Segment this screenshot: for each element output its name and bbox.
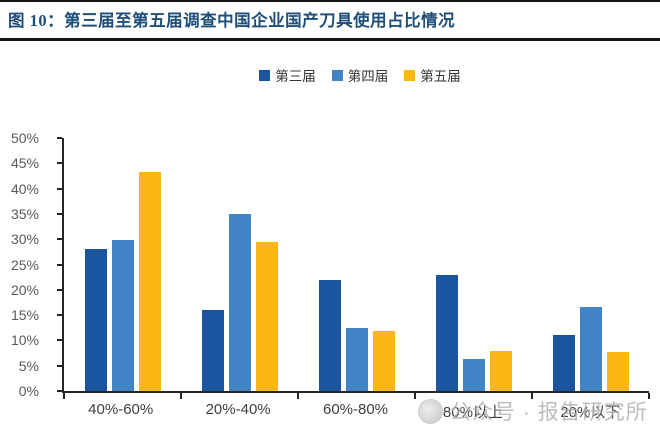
bar	[255, 241, 278, 391]
y-axis-tick	[57, 137, 62, 139]
bar	[489, 350, 512, 391]
top-divider	[0, 0, 660, 2]
bar	[372, 331, 395, 391]
x-axis-tick	[297, 393, 299, 399]
y-axis-label: 40%	[10, 180, 39, 197]
y-axis-tick	[57, 314, 62, 317]
bar	[345, 327, 368, 391]
bar	[201, 310, 224, 391]
legend-label: 第三届	[275, 69, 316, 84]
y-axis-label: 30%	[10, 231, 39, 248]
y-axis-tick	[57, 364, 62, 367]
y-axis-tick	[57, 212, 62, 215]
legend-swatch-icon	[331, 69, 343, 81]
watermark-logo-icon	[418, 398, 443, 424]
bar	[435, 274, 458, 391]
plot-area: 0% 5% 10% 15% 20% 25% 30% 35% 40% 45% 50%	[11, 130, 650, 399]
legend-swatch-icon	[259, 69, 271, 81]
y-axis-tick	[57, 339, 62, 342]
bar-group-1	[64, 138, 181, 391]
y-axis-tick	[57, 187, 62, 190]
bar-group-5	[532, 138, 649, 391]
x-axis-tick	[180, 393, 182, 399]
y-axis-label: 25%	[10, 256, 39, 273]
bar	[606, 352, 629, 391]
y-axis-tick	[57, 390, 62, 392]
bar	[228, 213, 251, 391]
y-axis-tick	[57, 238, 62, 241]
chart-legend: 第三届 第四届 第五届	[30, 65, 660, 85]
y-axis-tick	[57, 162, 62, 165]
bar	[318, 279, 341, 391]
y-axis-label: 5%	[18, 357, 39, 374]
legend-item-2: 第五届	[404, 65, 461, 85]
bar	[552, 335, 575, 391]
y-axis-tick	[57, 288, 62, 291]
watermark-text: 公众号 · 报告研究所	[450, 401, 648, 424]
x-axis-label: 20%以下	[560, 404, 621, 421]
y-axis-label: 0%	[18, 383, 39, 399]
x-axis-label: 20%-40%	[205, 401, 271, 418]
bar	[84, 249, 107, 391]
legend-item-0: 第三届	[259, 65, 316, 85]
x-axis-label: 80%以上	[442, 404, 503, 421]
legend-item-1: 第四届	[331, 65, 389, 85]
bar	[462, 359, 485, 391]
legend-label: 第五届	[420, 69, 461, 84]
y-axis-label: 20%	[10, 281, 39, 298]
x-axis-label: 40%-60%	[88, 401, 154, 418]
x-axis-tick	[63, 393, 65, 399]
figure-title: 图 10：第三届至第五届调查中国企业国产刀具使用占比情况	[8, 11, 456, 30]
x-axis-tick	[531, 393, 533, 399]
y-axis-tick	[57, 263, 62, 266]
legend-swatch-icon	[404, 69, 416, 81]
x-axis-tick	[414, 393, 416, 399]
y-axis-label: 50%	[10, 130, 39, 146]
y-axis-label: 35%	[10, 205, 39, 222]
y-axis-label: 45%	[10, 155, 39, 172]
x-axis-labels: 40%-60% 20%-40% 60%-80% 80%以上 20%以下	[62, 401, 649, 422]
bar	[138, 171, 161, 391]
legend-label: 第四届	[347, 69, 389, 84]
bar-group-3	[298, 138, 415, 391]
bar	[579, 306, 602, 391]
y-axis-label: 10%	[10, 332, 39, 349]
y-axis-label: 15%	[10, 307, 39, 324]
bar	[111, 240, 134, 391]
x-axis-label: 60%-80%	[322, 401, 389, 418]
bar-group-4	[415, 138, 532, 391]
bar-group-2	[181, 138, 298, 391]
watermark: 公众号 · 报告研究所	[418, 396, 648, 426]
x-axis-tick	[648, 393, 650, 399]
title-divider	[0, 38, 660, 41]
